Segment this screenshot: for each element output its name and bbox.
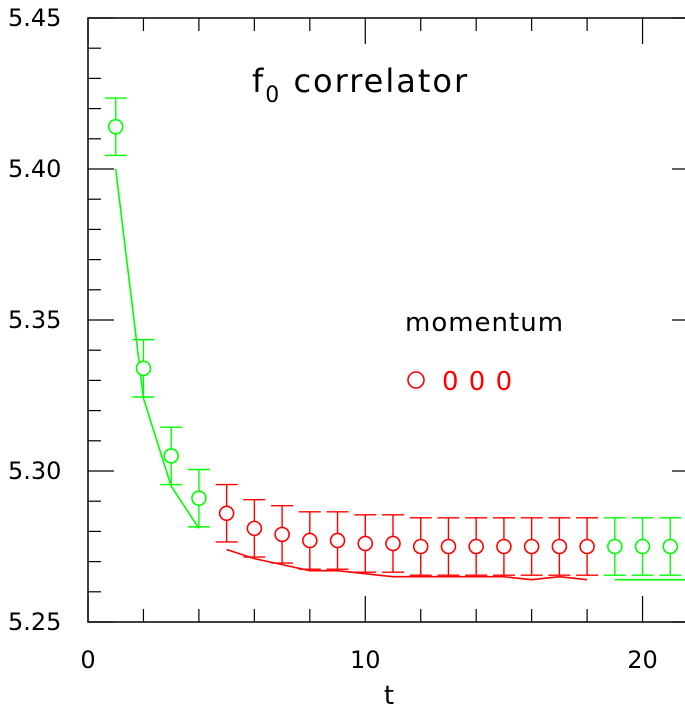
x-tick-label: 20: [627, 646, 658, 674]
data-point: [465, 517, 488, 576]
y-tick-label: 5.25: [8, 608, 61, 636]
data-point: [243, 498, 266, 558]
data-point: [271, 505, 294, 564]
data-point: [187, 468, 210, 528]
point-marker: [412, 538, 429, 555]
chart-title: f0 correlator: [252, 62, 469, 108]
chart-title-main: f: [252, 62, 265, 100]
data-point: [160, 426, 183, 486]
data-point: [437, 517, 460, 576]
point-marker: [579, 538, 595, 555]
data-point: [354, 514, 377, 573]
data-point: [132, 338, 155, 398]
chart-title-subscript: 0: [265, 83, 281, 108]
point-marker: [302, 532, 318, 549]
point-marker: [551, 538, 568, 555]
chart-title-rest: correlator: [281, 62, 469, 100]
point-marker: [218, 505, 235, 522]
point-marker: [496, 538, 512, 555]
point-marker: [607, 538, 623, 555]
y-tick-labels: 5.25 5.30 5.35 5.40 5.45: [8, 4, 61, 636]
point-marker: [135, 360, 152, 377]
y-tick-label: 5.45: [8, 4, 61, 32]
legend-title: momentum: [405, 308, 564, 338]
x-tick-label: 10: [350, 646, 381, 674]
data-point: [298, 511, 321, 570]
data-point: [520, 517, 543, 576]
data-point: [215, 483, 238, 543]
point-marker: [468, 538, 484, 555]
point-marker: [191, 490, 207, 506]
data-point: [104, 97, 127, 157]
plot-frame: [87, 17, 685, 623]
point-marker: [107, 118, 124, 135]
y-tick-label: 5.40: [8, 155, 61, 183]
point-marker: [662, 538, 679, 555]
legend-marker: [407, 371, 425, 389]
x-tick-labels: 0 10 20: [80, 646, 657, 674]
point-marker: [274, 526, 290, 543]
data-point: [548, 517, 571, 576]
point-marker: [246, 520, 263, 537]
data-point: [492, 517, 515, 576]
data-point: [382, 514, 404, 573]
x-tick-label: 0: [80, 646, 95, 674]
axis-ticks: [87, 17, 685, 623]
data-point: [659, 517, 682, 576]
x-axis-label: t: [384, 681, 394, 711]
point-marker: [329, 532, 346, 549]
data-point: [631, 517, 654, 576]
point-marker: [523, 538, 540, 555]
y-tick-label: 5.30: [8, 457, 61, 485]
data-point: [576, 517, 599, 576]
data-point: [603, 517, 626, 576]
y-tick-label: 5.35: [8, 306, 61, 334]
legend-entry-label: 0 0 0: [442, 367, 513, 397]
fit-line: [226, 548, 588, 581]
data-points: [104, 97, 682, 576]
point-marker: [440, 538, 457, 555]
point-marker: [163, 448, 179, 464]
fit-line: [114, 168, 200, 529]
point-marker: [634, 538, 651, 555]
fit-lines: [114, 168, 685, 581]
data-point: [409, 517, 432, 576]
point-marker: [385, 535, 401, 552]
point-marker: [357, 535, 374, 552]
data-point: [326, 511, 349, 570]
